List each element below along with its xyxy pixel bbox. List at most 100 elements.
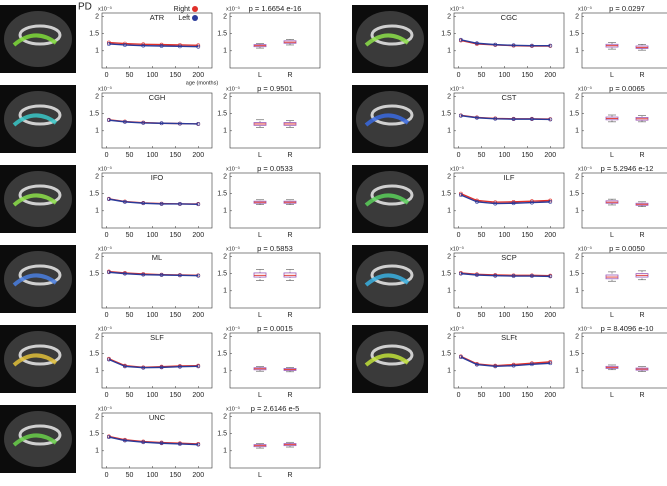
- brain-outline: [356, 171, 424, 227]
- x-tick-label: L: [258, 72, 262, 79]
- x-tick-label: 100: [499, 312, 511, 319]
- x-tick-label: 200: [192, 312, 204, 319]
- y-tick-label: 1.5: [569, 350, 579, 357]
- y-exponent: x10⁻³: [98, 6, 112, 12]
- data-point: [178, 273, 182, 278]
- x-tick-label: 200: [544, 72, 556, 79]
- panel-label: PD: [78, 2, 92, 13]
- x-tick-label: 50: [478, 392, 486, 399]
- x-tick-label: 150: [521, 392, 533, 399]
- data-point: [159, 44, 164, 48]
- x-tick-label: L: [258, 472, 262, 479]
- data-point: [548, 117, 553, 122]
- x-tick-label: 50: [478, 152, 486, 159]
- y-exponent: x10⁻³: [578, 326, 592, 332]
- brain-core: [370, 344, 414, 366]
- x-tick-label: 100: [147, 392, 159, 399]
- x-tick-label: L: [610, 232, 614, 239]
- y-exponent: x10⁻³: [226, 166, 240, 172]
- x-tick-label: 200: [192, 152, 204, 159]
- legend-swatch: [192, 6, 198, 12]
- data-point: [530, 274, 534, 278]
- plot-frame: [581, 332, 667, 389]
- brain-outline: [4, 411, 72, 467]
- y-tick-label: 2: [95, 93, 99, 100]
- x-tick-label: R: [287, 472, 292, 479]
- plot-frame: [453, 12, 565, 69]
- plot-frame: [581, 172, 667, 229]
- data-point: [159, 365, 164, 370]
- x-tick-label: 100: [499, 232, 511, 239]
- y-tick-label: 1.5: [89, 430, 99, 437]
- chart-title: p = 8.4096 e-10: [601, 324, 654, 333]
- x-tick-label: 0: [457, 312, 461, 319]
- tract: [364, 33, 410, 47]
- data-point: [493, 364, 498, 369]
- data-point: [458, 113, 463, 118]
- data-point: [159, 441, 164, 446]
- data-point: [511, 117, 516, 122]
- data-point: [548, 43, 553, 48]
- tract: [364, 113, 410, 127]
- x-tick-label: 150: [169, 312, 181, 319]
- x-tick-label: 150: [169, 152, 181, 159]
- brain-outline: [356, 331, 424, 387]
- brain-outline: [356, 91, 424, 147]
- x-tick-label: R: [287, 312, 292, 319]
- y-exponent: x10⁻³: [226, 86, 240, 92]
- x-tick-label: R: [639, 232, 644, 239]
- data-point: [196, 364, 201, 369]
- data-point: [123, 271, 127, 276]
- y-tick-label: 1: [95, 208, 99, 215]
- series-line: [108, 436, 199, 446]
- data-point: [511, 43, 516, 48]
- y-tick-label: 2: [223, 173, 227, 180]
- data-point: [141, 43, 146, 48]
- x-tick-label: R: [287, 232, 292, 239]
- data-point: [141, 121, 146, 125]
- data-point: [141, 440, 146, 445]
- y-tick-label: 1.5: [89, 110, 99, 117]
- plot-frame: [453, 332, 565, 389]
- chart-title: SCP: [501, 253, 516, 262]
- x-tick-label: 150: [521, 72, 533, 79]
- series-line: [108, 43, 199, 48]
- y-exponent: x10⁻³: [450, 86, 464, 92]
- data-point: [511, 363, 516, 368]
- data-point: [475, 41, 479, 46]
- x-tick-label: 0: [457, 392, 461, 399]
- x-tick-label: 150: [169, 232, 181, 239]
- data-point: [106, 42, 111, 46]
- chart-title: p = 5.2946 e-12: [601, 164, 654, 173]
- x-tick-label: L: [610, 72, 614, 79]
- data-point: [106, 435, 111, 439]
- data-point: [458, 193, 463, 197]
- tract: [12, 193, 58, 207]
- brain-core: [18, 104, 62, 126]
- y-tick-label: 1: [447, 288, 451, 295]
- y-exponent: x10⁻³: [226, 326, 240, 332]
- y-tick-label: 1: [95, 448, 99, 455]
- series-line: [108, 358, 199, 369]
- x-tick-label: 200: [192, 72, 204, 79]
- plot-frame: [453, 252, 565, 309]
- y-tick-label: 1.5: [569, 110, 579, 117]
- x-tick-label: 0: [457, 232, 461, 239]
- y-tick-label: 2: [95, 13, 99, 20]
- tract: [12, 113, 58, 127]
- plot-frame: [229, 412, 321, 469]
- data-point: [178, 44, 182, 49]
- tract: [12, 273, 58, 287]
- y-tick-label: 2: [223, 413, 227, 420]
- data-point: [530, 117, 534, 122]
- data-point: [511, 201, 516, 206]
- legend-label: Right: [174, 6, 190, 13]
- x-tick-label: R: [639, 392, 644, 399]
- y-tick-label: 1.5: [89, 270, 99, 277]
- chart-title: CGC: [501, 13, 518, 22]
- brain-core: [370, 104, 414, 126]
- x-tick-label: 100: [147, 312, 159, 319]
- y-tick-label: 1: [223, 288, 227, 295]
- data-point: [530, 43, 534, 48]
- y-tick-label: 1.5: [217, 430, 227, 437]
